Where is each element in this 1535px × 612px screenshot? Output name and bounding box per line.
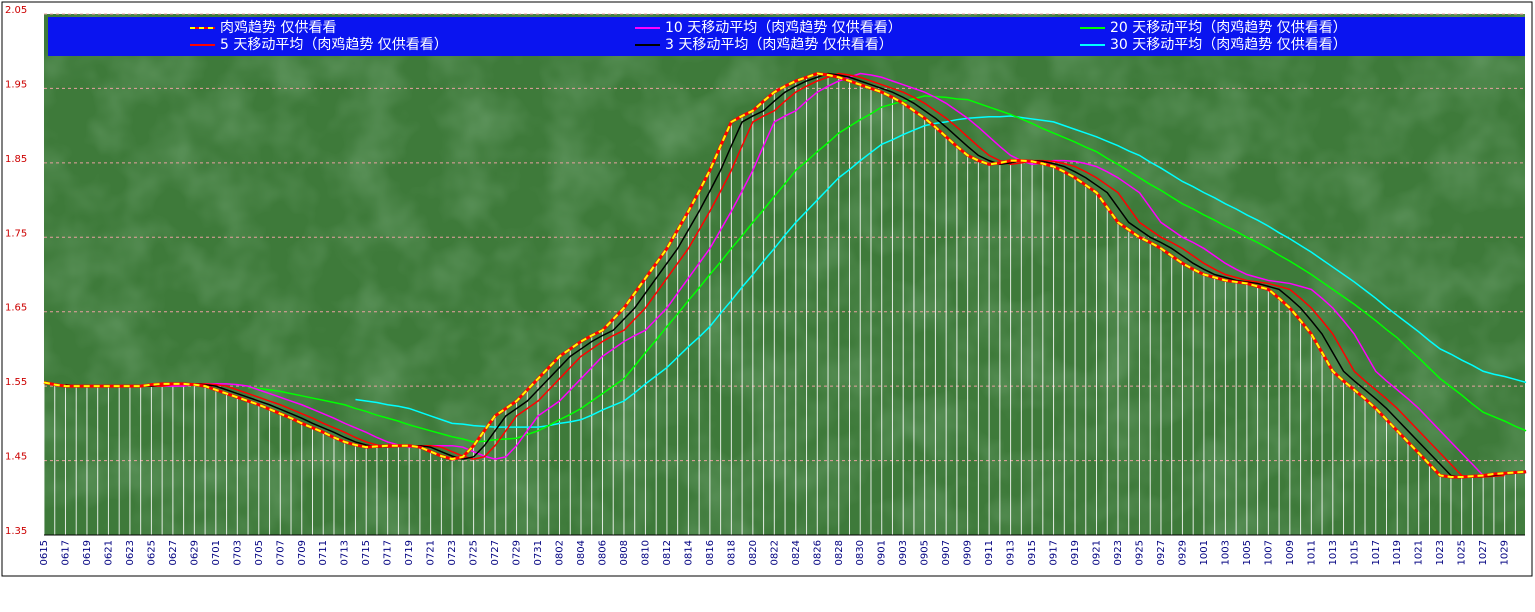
y-tick-label: 1.65 [5, 303, 27, 314]
x-tick-label: 0711 [318, 540, 329, 565]
x-tick-label: 0719 [404, 540, 415, 565]
x-tick-label: 0627 [168, 540, 179, 565]
legend-label: 20 天移动平均（肉鸡趋势 仅供看看） [1110, 19, 1347, 36]
x-tick-label: 0903 [898, 540, 909, 565]
x-tick-label: 0705 [254, 540, 265, 565]
x-tick-label: 0820 [748, 540, 759, 565]
x-tick-label: 0808 [619, 540, 630, 565]
frame [1, 1, 1533, 577]
legend-label: 10 天移动平均（肉鸡趋势 仅供看看） [665, 19, 902, 36]
x-tick-label: 0917 [1049, 540, 1060, 565]
x-tick-label: 0812 [662, 540, 673, 565]
x-tick-label: 0816 [705, 540, 716, 565]
x-tick-label: 0723 [447, 540, 458, 565]
y-tick-label: 1.45 [5, 452, 27, 463]
x-tick-label: 0824 [791, 540, 802, 565]
x-tick-label: 0810 [640, 540, 651, 565]
x-tick-label: 0911 [984, 540, 995, 565]
x-tick-label: 0703 [232, 540, 243, 565]
x-tick-label: 0617 [60, 540, 71, 565]
y-tick-label: 1.95 [5, 79, 27, 90]
x-tick-label: 0919 [1070, 540, 1081, 565]
x-tick-label: 1003 [1220, 540, 1231, 565]
x-tick-label: 0925 [1134, 540, 1145, 565]
x-tick-label: 0727 [490, 540, 501, 565]
legend-label: 30 天移动平均（肉鸡趋势 仅供看看） [1110, 36, 1347, 53]
x-tick-label: 0901 [877, 540, 888, 565]
x-tick-label: 1005 [1242, 540, 1253, 565]
y-tick-label: 1.35 [5, 526, 27, 537]
x-tick-label: 1025 [1457, 540, 1468, 565]
x-tick-label: 1015 [1349, 540, 1360, 565]
y-tick-label: 2.05 [5, 5, 27, 16]
legend-box [48, 17, 1525, 56]
x-tick-label: 0923 [1113, 540, 1124, 565]
x-tick-label: 0615 [39, 540, 50, 565]
x-tick-label: 0729 [512, 540, 523, 565]
legend-label: 3 天移动平均（肉鸡趋势 仅供看看） [665, 36, 893, 53]
x-tick-label: 0915 [1027, 540, 1038, 565]
x-tick-label: 1007 [1263, 540, 1274, 565]
x-tick-label: 0709 [297, 540, 308, 565]
x-tick-label: 1001 [1199, 540, 1210, 565]
x-tick-label: 0725 [469, 540, 480, 565]
series-line [65, 72, 1527, 478]
x-tick-label: 0623 [125, 540, 136, 565]
x-tick-label: 0830 [855, 540, 866, 565]
x-tick-label: 0802 [555, 540, 566, 565]
x-tick-label: 0701 [211, 540, 222, 565]
x-tick-label: 0731 [533, 540, 544, 565]
y-tick-label: 1.85 [5, 154, 27, 165]
x-tick-label: 0707 [275, 540, 286, 565]
x-tick-label: 1017 [1371, 540, 1382, 565]
x-tick-label: 0907 [941, 540, 952, 565]
x-tick-label: 0721 [426, 540, 437, 565]
series-line [140, 72, 1484, 476]
x-tick-label: 0905 [920, 540, 931, 565]
x-tick-label: 1027 [1478, 540, 1489, 565]
x-tick-label: 0713 [340, 540, 351, 565]
x-tick-label: 0828 [834, 540, 845, 565]
x-tick-label: 0814 [683, 540, 694, 565]
x-tick-label: 1023 [1435, 540, 1446, 565]
x-tick-label: 0822 [769, 540, 780, 565]
x-tick-label: 0927 [1156, 540, 1167, 565]
x-tick-label: 0826 [812, 540, 823, 565]
x-tick-label: 0717 [383, 540, 394, 565]
series-line [248, 95, 1527, 443]
x-tick-label: 1013 [1328, 540, 1339, 565]
x-tick-label: 1009 [1285, 540, 1296, 565]
x-tick-label: 0625 [146, 540, 157, 565]
legend-label: 5 天移动平均（肉鸡趋势 仅供看看） [220, 36, 448, 53]
x-tick-label: 0629 [189, 540, 200, 565]
y-tick-label: 1.75 [5, 228, 27, 239]
series-line-dash [43, 72, 1527, 478]
legend-label: 肉鸡趋势 仅供看看 [220, 19, 336, 36]
x-tick-label: 0818 [726, 540, 737, 565]
x-tick-label: 0619 [82, 540, 93, 565]
x-tick-label: 1021 [1414, 540, 1425, 565]
x-tick-label: 0621 [103, 540, 114, 565]
x-tick-label: 0715 [361, 540, 372, 565]
x-tick-label: 0921 [1092, 540, 1103, 565]
x-tick-label: 1019 [1392, 540, 1403, 565]
x-tick-label: 0909 [963, 540, 974, 565]
series-line [86, 72, 1505, 478]
x-tick-label: 1029 [1500, 540, 1511, 565]
x-tick-label: 0913 [1006, 540, 1017, 565]
y-tick-label: 1.55 [5, 377, 27, 388]
x-tick-label: 0929 [1177, 540, 1188, 565]
x-tick-label: 0806 [597, 540, 608, 565]
x-tick-label: 0804 [576, 540, 587, 565]
x-tick-label: 1011 [1306, 540, 1317, 565]
